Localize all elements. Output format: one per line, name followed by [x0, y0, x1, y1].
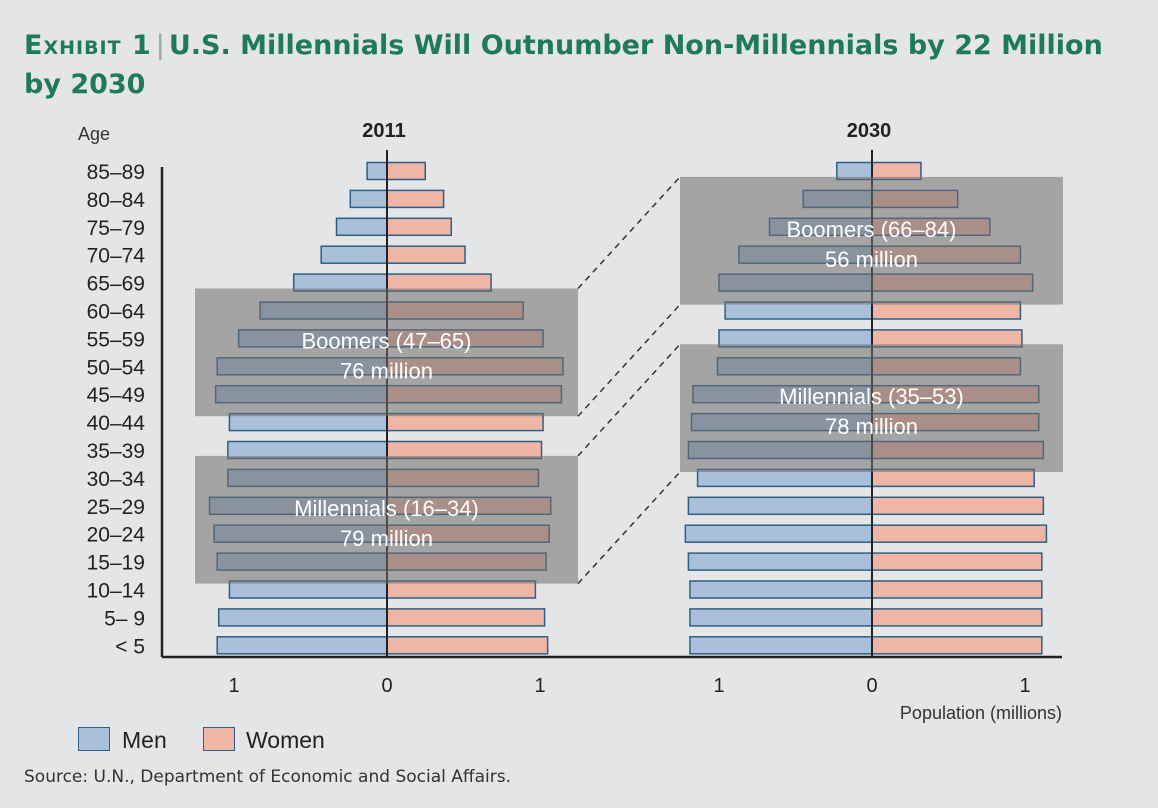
cohort-highlight-box: [680, 344, 1063, 472]
bar-men: [684, 524, 873, 543]
legend-label-men: Men: [122, 727, 167, 753]
bar-men: [335, 217, 388, 237]
bar-women: [871, 580, 1043, 599]
x-tick-label: 1: [1019, 675, 1030, 697]
men-swatch: [78, 727, 110, 751]
bar-men: [689, 636, 873, 655]
x-tick-label: 1: [713, 675, 724, 697]
connector-line: [577, 343, 681, 457]
age-tick-label: < 5: [115, 635, 145, 658]
age-tick-label: 65–69: [87, 273, 145, 296]
cohort-count: 78 million: [825, 414, 918, 439]
exhibit-label: Exhibit 1: [24, 30, 152, 61]
bar-women: [871, 636, 1043, 655]
cohort-highlight-box: [195, 288, 578, 417]
y-axis-label: Age: [78, 124, 110, 144]
x-tick-label: 1: [228, 675, 239, 697]
bar-women: [386, 245, 466, 264]
cohort-highlight-box: [195, 455, 578, 584]
bar-women: [871, 524, 1048, 543]
x-axis-label: Population (millions): [900, 703, 1062, 723]
title-text: U.S. Millennials Will Outnumber Non-Mill…: [24, 30, 1103, 100]
age-tick-label: 5– 9: [104, 607, 145, 630]
cohort-highlight-box: [680, 176, 1063, 305]
age-tick-label: 25–29: [87, 496, 145, 519]
age-tick-label: 15–19: [87, 552, 145, 575]
connector-line: [577, 304, 681, 417]
cohort-label: Boomers (47–65): [302, 328, 472, 353]
bar-men: [216, 636, 388, 655]
chart-title: Exhibit 1 | U.S. Millennials Will Outnumbe…: [24, 26, 1124, 104]
bar-women: [386, 608, 546, 627]
bar-men: [689, 608, 873, 627]
age-tick-label: 75–79: [87, 217, 145, 240]
population-pyramid-chart: Age 85–89 80–84 75–79 70–74 65–69 60–64 55–59 50…: [78, 120, 1063, 723]
cohort-count: 56 million: [825, 247, 918, 272]
age-tick-label: 55–59: [87, 328, 145, 351]
bar-men: [320, 245, 388, 264]
bar-women: [386, 189, 445, 209]
panel-title: 2030: [847, 120, 892, 142]
bar-men: [366, 161, 388, 181]
age-tick-label: 85–89: [87, 161, 145, 184]
source-note: Source: U.N., Department of Economic and…: [24, 767, 511, 787]
age-tick-label: 10–14: [87, 580, 146, 603]
x-tick-label: 0: [866, 675, 877, 697]
cohort-count: 76 million: [340, 358, 433, 383]
bar-women: [871, 496, 1045, 516]
cohort-label: Boomers (66–84): [787, 217, 957, 242]
connector-line: [577, 176, 681, 290]
x-tick-label: 0: [381, 675, 392, 697]
legend-label-women: Women: [246, 727, 325, 753]
title-separator: |: [155, 30, 165, 61]
age-tick-label: 60–64: [87, 301, 146, 324]
age-tick-label: 35–39: [87, 440, 145, 463]
panel-title: 2011: [362, 120, 405, 142]
age-tick-label: 20–24: [87, 524, 146, 547]
women-swatch: [203, 727, 235, 751]
bar-men: [217, 608, 388, 627]
bar-women: [871, 608, 1043, 627]
age-tick-label: 45–49: [87, 384, 145, 407]
cohort-label: Millennials (35–53): [779, 384, 964, 409]
connector-line: [577, 471, 681, 585]
bar-men: [687, 496, 873, 516]
age-tick-label: 30–34: [87, 468, 146, 491]
bar-men: [687, 552, 873, 571]
bar-men: [349, 189, 388, 209]
age-tick-label: 50–54: [87, 356, 146, 379]
bar-women: [386, 161, 426, 181]
age-tick-label: 40–44: [87, 412, 146, 435]
cohort-label: Millennials (16–34): [294, 496, 479, 521]
bar-women: [386, 217, 453, 237]
bar-women: [386, 636, 549, 655]
age-tick-label: 70–74: [87, 245, 146, 268]
age-tick-label: 80–84: [87, 189, 146, 212]
x-tick-label: 1: [534, 675, 545, 697]
bar-women: [871, 552, 1043, 571]
cohort-count: 79 million: [340, 526, 433, 551]
bar-men: [689, 580, 873, 599]
